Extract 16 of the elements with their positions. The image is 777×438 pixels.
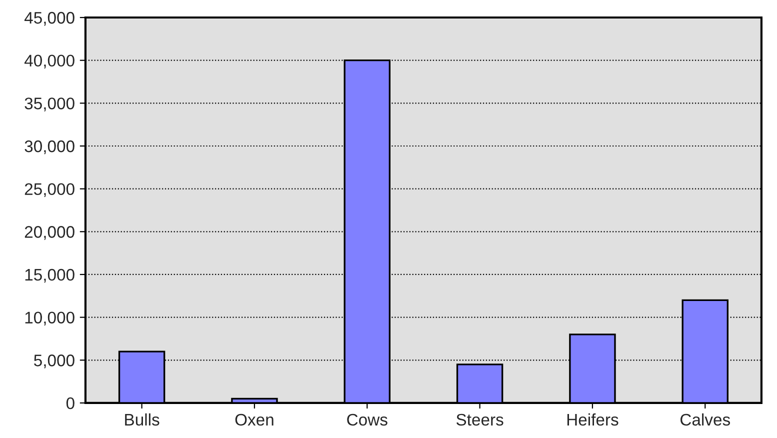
x-tick-label: Oxen xyxy=(235,414,274,426)
y-tick-label: 10,000 xyxy=(25,312,74,326)
y-tick-label: 25,000 xyxy=(24,183,74,197)
x-tick-label: Cows xyxy=(347,414,388,426)
y-tick-label: 20,000 xyxy=(24,226,74,240)
y-tick-label: 0 xyxy=(66,397,74,410)
y-tick-label: 40,000 xyxy=(24,54,74,69)
x-tick-label: Bulls xyxy=(125,413,160,426)
y-tick-label: 15,000 xyxy=(25,268,74,283)
y-tick-label: 45,000 xyxy=(24,12,74,26)
x-tick-label: Calves xyxy=(680,413,730,426)
x-tick-label: Heifers xyxy=(567,413,618,426)
x-tick-label: Steers xyxy=(456,414,504,426)
y-tick-label: 30,000 xyxy=(24,140,74,154)
y-tick-label: 5,000 xyxy=(34,354,74,368)
y-tick-label: 35,000 xyxy=(24,98,74,112)
